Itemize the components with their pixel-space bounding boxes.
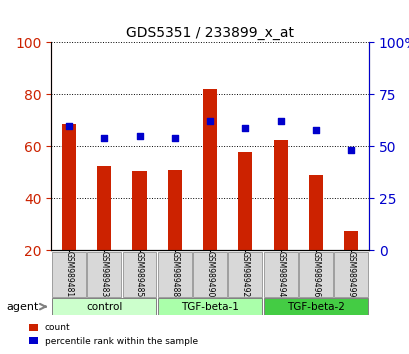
- Bar: [344, 231, 357, 250]
- Bar: [167, 170, 182, 250]
- Point: [277, 119, 283, 124]
- Text: TGF-beta-2: TGF-beta-2: [286, 302, 344, 312]
- Point: [136, 133, 142, 139]
- Bar: [62, 124, 76, 250]
- Text: GSM989483: GSM989483: [99, 251, 108, 298]
- Point: [101, 135, 107, 141]
- Point: [65, 123, 72, 129]
- FancyBboxPatch shape: [157, 252, 191, 297]
- Bar: [132, 171, 146, 250]
- Bar: [202, 89, 217, 250]
- FancyBboxPatch shape: [87, 252, 121, 297]
- Text: GSM989488: GSM989488: [170, 251, 179, 298]
- Point: [207, 119, 213, 124]
- Point: [312, 127, 319, 132]
- Text: TGF-beta-1: TGF-beta-1: [181, 302, 238, 312]
- Bar: [308, 175, 322, 250]
- Point: [242, 125, 248, 131]
- FancyBboxPatch shape: [263, 298, 367, 315]
- FancyBboxPatch shape: [157, 298, 262, 315]
- FancyBboxPatch shape: [52, 298, 156, 315]
- Text: GSM989481: GSM989481: [64, 251, 73, 298]
- Text: GSM989494: GSM989494: [276, 251, 285, 298]
- Text: agent: agent: [7, 302, 39, 312]
- Text: GSM989490: GSM989490: [205, 251, 214, 298]
- Bar: [97, 166, 111, 250]
- Text: control: control: [86, 302, 122, 312]
- FancyBboxPatch shape: [263, 252, 297, 297]
- Text: GSM989492: GSM989492: [240, 251, 249, 298]
- Point: [347, 148, 354, 153]
- FancyBboxPatch shape: [334, 252, 367, 297]
- Text: GSM989499: GSM989499: [346, 251, 355, 298]
- Bar: [273, 140, 287, 250]
- Title: GDS5351 / 233899_x_at: GDS5351 / 233899_x_at: [126, 26, 293, 40]
- FancyBboxPatch shape: [228, 252, 262, 297]
- Text: GSM989496: GSM989496: [311, 251, 320, 298]
- Bar: [238, 152, 252, 250]
- FancyBboxPatch shape: [193, 252, 227, 297]
- FancyBboxPatch shape: [52, 252, 85, 297]
- FancyBboxPatch shape: [122, 252, 156, 297]
- FancyBboxPatch shape: [298, 252, 332, 297]
- Point: [171, 135, 178, 141]
- Legend: count, percentile rank within the sample: count, percentile rank within the sample: [25, 320, 201, 349]
- Text: GSM989485: GSM989485: [135, 251, 144, 298]
